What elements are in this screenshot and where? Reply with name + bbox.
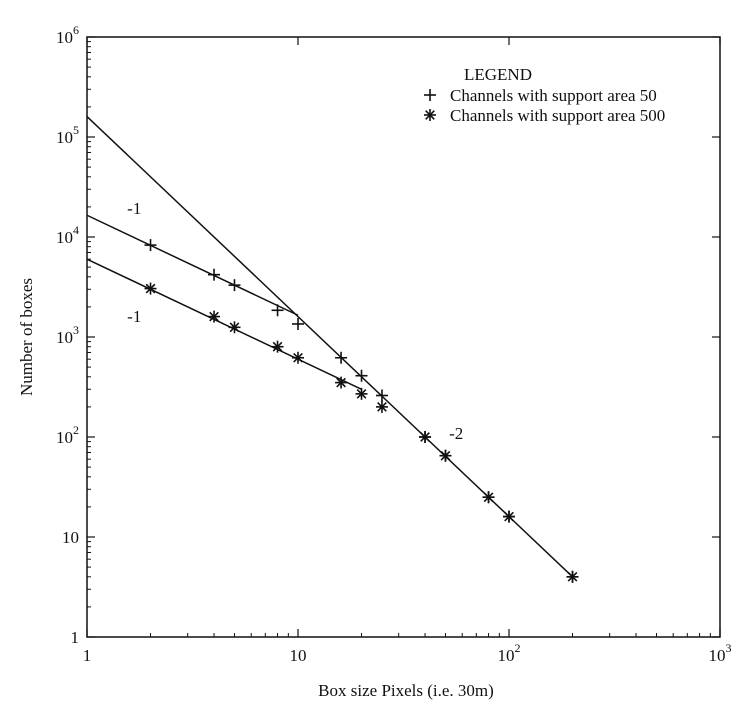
fit-line [86, 116, 574, 578]
x-axis-label: Box size Pixels (i.e. 30m) [318, 681, 494, 700]
star-marker [228, 321, 241, 334]
star-marker [439, 449, 452, 462]
plus-marker [355, 369, 368, 382]
y-tick-label: 1 [71, 628, 80, 647]
legend-title: LEGEND [464, 65, 532, 84]
fit-lines [86, 116, 574, 578]
star-marker [355, 387, 368, 400]
plot-frame [86, 36, 721, 638]
plus-marker [144, 239, 157, 252]
legend-plus-marker [424, 89, 436, 101]
fit-line [86, 214, 299, 316]
star-marker [419, 431, 432, 443]
star-marker [482, 491, 495, 504]
data-markers [144, 239, 579, 583]
plus-marker [208, 268, 221, 281]
star-marker [144, 282, 157, 295]
star-marker [375, 400, 388, 413]
y-tick-label: 102 [56, 423, 79, 447]
plus-marker [375, 389, 388, 402]
legend-star-marker [424, 109, 436, 121]
y-axis-label: Number of boxes [17, 278, 36, 396]
plus-marker [292, 317, 304, 330]
x-tick-label: 1 [83, 646, 92, 665]
star-marker [292, 351, 304, 364]
star-marker [335, 376, 348, 389]
slope-label: -2 [449, 424, 463, 443]
y-tick-label: 103 [56, 323, 79, 347]
slope-label: -1 [127, 307, 141, 326]
x-tick-label: 103 [709, 641, 732, 665]
fit-line [86, 258, 362, 390]
slope-label: -1 [127, 199, 141, 218]
legend: LEGEND Channels with support area 50Chan… [424, 65, 665, 125]
x-tick-label: 10 [290, 646, 307, 665]
x-tick-label: 102 [498, 641, 521, 665]
y-tick-label: 104 [56, 223, 79, 247]
star-marker [271, 340, 284, 353]
star-marker [503, 510, 515, 523]
axis-ticks: 1 10 102 103 104 105 106 1 10 102 103 [56, 23, 732, 665]
plus-marker [335, 351, 348, 364]
slope-annotations: -1 -1 -2 [127, 199, 463, 443]
star-marker [566, 570, 579, 583]
legend-entry-label: Channels with support area 500 [450, 106, 665, 125]
plus-marker [271, 304, 284, 317]
y-tick-label: 10 [62, 528, 79, 547]
y-tick-label: 105 [56, 123, 79, 147]
star-marker [208, 310, 221, 323]
y-tick-label: 106 [56, 23, 79, 47]
legend-entry-label: Channels with support area 50 [450, 86, 657, 105]
plus-marker [228, 279, 241, 292]
